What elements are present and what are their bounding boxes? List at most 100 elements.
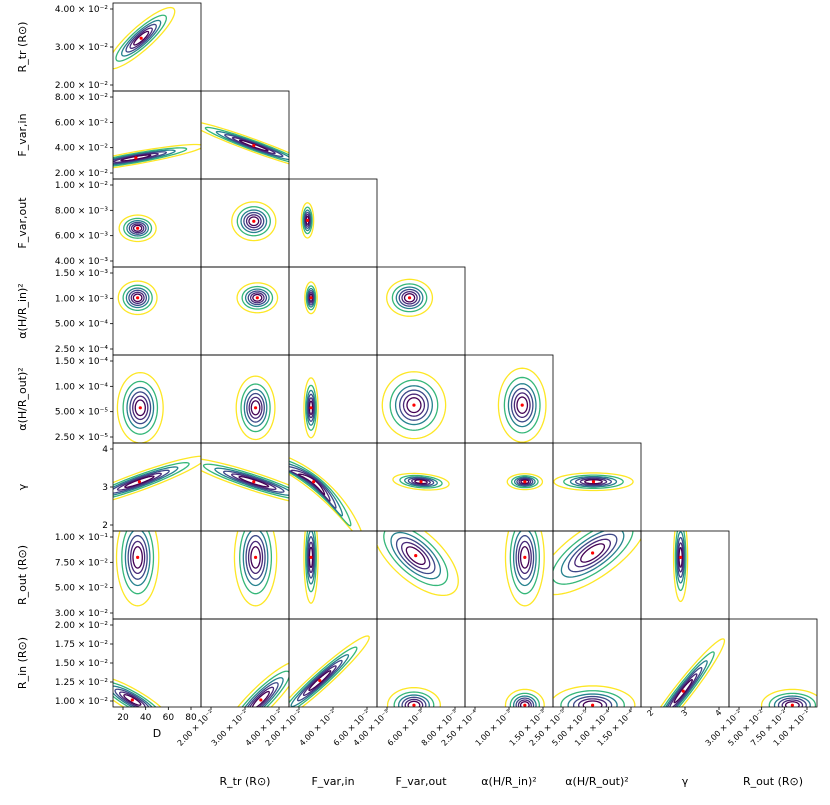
contour-level-0.5: [513, 392, 531, 419]
contour-level-0.9: [244, 288, 270, 308]
panel-4-4: [464, 354, 554, 444]
contour-level-0.75: [399, 389, 429, 421]
y-axis-label: γ: [16, 483, 29, 490]
contour-level-0.75: [395, 537, 436, 575]
contour-level-0.95: [305, 384, 317, 431]
contour-level-0.25: [250, 400, 261, 416]
panel-contours: [392, 472, 450, 491]
contour-level-0.95: [121, 531, 155, 595]
contour-level-0.9: [664, 660, 708, 707]
y-tick-label: 2.00 × 10⁻²: [55, 81, 109, 91]
contour-level-0.75: [516, 477, 534, 486]
contour-level-0.75: [407, 477, 435, 487]
contour-level-0.75: [515, 697, 535, 707]
contour-level-0.25: [251, 690, 270, 707]
contour-level-0.95: [563, 474, 624, 489]
panel-contours: [289, 457, 362, 531]
panel-frame: [200, 90, 290, 180]
best-fit-point: [681, 689, 685, 693]
contour-level-0.99: [553, 472, 634, 492]
best-fit-point: [591, 480, 596, 484]
contour-level-0.5: [411, 478, 431, 486]
contour-level-0.9: [124, 531, 151, 587]
contour-level-0.5: [130, 223, 145, 234]
contour-level-0.99: [497, 367, 547, 443]
y-tick-label: 2.00 × 10⁻²: [55, 621, 109, 631]
panel-frame: [200, 442, 290, 532]
y-tick-label: 8.00 × 10⁻³: [55, 206, 109, 216]
contour-level-0.95: [113, 682, 157, 707]
contour-level-0.25: [238, 139, 269, 152]
contour-level-0.75: [676, 536, 685, 578]
best-fit-point: [523, 480, 527, 484]
contour-level-0.5: [248, 396, 263, 419]
contour-level-0.9: [404, 476, 438, 488]
contour-level-0.5: [401, 291, 418, 305]
panel-7-7: [728, 618, 818, 708]
contour-level-0.5: [578, 698, 608, 707]
panel-contours: [289, 635, 370, 707]
x-tick-label: 40: [140, 713, 152, 723]
contour-level-0.25: [403, 293, 416, 303]
contour-level-0.5: [308, 291, 314, 304]
contour-level-0.75: [113, 151, 168, 165]
contour-level-0.95: [389, 379, 439, 431]
contour-level-0.95: [399, 474, 443, 489]
contour-level-0.99: [392, 472, 450, 491]
contour-level-0.25: [123, 694, 142, 706]
contour-level-0.99: [233, 531, 278, 607]
panel-1-0: [112, 90, 202, 180]
contour-level-0.25: [406, 397, 422, 414]
y-tick-label: 4.00 × 10⁻³: [55, 257, 109, 267]
contour-level-0.5: [517, 699, 532, 707]
panel-contours: [113, 6, 176, 70]
y-tick-label: 2.50 × 10⁻⁴: [55, 345, 109, 355]
contour-level-0.25: [584, 479, 603, 485]
best-fit-point: [407, 296, 412, 300]
panel-contours: [386, 686, 442, 707]
contour-level-0.25: [132, 546, 143, 569]
panel-frame: [288, 442, 378, 532]
x-tick-label: 20: [117, 713, 129, 723]
contour-level-0.75: [567, 533, 618, 573]
contour-level-0.9: [303, 209, 312, 232]
y-tick-label: 2.00 × 10⁻²: [55, 169, 109, 179]
best-fit-point: [312, 480, 316, 484]
contour-level-0.75: [304, 211, 311, 229]
y-tick-label: 1.50 × 10⁻⁴: [55, 357, 109, 367]
panel-6-2: [288, 530, 378, 620]
contour-level-0.75: [307, 393, 315, 422]
panel-7-4: [464, 618, 554, 708]
contour-level-0.25: [252, 293, 263, 302]
y-tick-label: 1.25 × 10⁻²: [55, 678, 109, 688]
contour-level-0.5: [304, 213, 311, 227]
panel-4-3: [376, 354, 466, 444]
panel-contours: [113, 143, 201, 169]
contour-level-0.9: [397, 694, 430, 707]
best-fit-point: [253, 406, 258, 410]
y-tick-label: 2: [102, 521, 108, 531]
contour-level-0.95: [202, 463, 289, 499]
contour-level-0.25: [519, 546, 530, 569]
contour-level-0.25: [520, 479, 530, 485]
contour-level-0.95: [239, 531, 273, 595]
panel-4-1: [200, 354, 290, 444]
panel-contours: [497, 367, 547, 443]
panel-contours: [303, 377, 319, 439]
x-axis-label: R_out (R⊙): [743, 775, 803, 788]
contour-level-0.99: [304, 281, 318, 315]
contour-level-0.9: [306, 287, 316, 308]
y-tick-label: 7.50 × 10⁻²: [55, 558, 109, 568]
panel-1-1: [200, 90, 290, 180]
contour-level-0.9: [243, 388, 268, 427]
panel-6-5: [552, 530, 642, 620]
y-tick-label: 1.50 × 10⁻²: [55, 659, 109, 669]
best-fit-point: [255, 296, 259, 300]
x-tick-label: 2: [645, 708, 655, 718]
panel-contours: [201, 122, 289, 165]
contour-level-0.9: [214, 467, 289, 496]
contour-level-0.95: [236, 206, 271, 237]
contour-level-0.99: [201, 458, 289, 502]
contour-level-0.5: [677, 542, 684, 573]
best-fit-point: [414, 554, 418, 558]
